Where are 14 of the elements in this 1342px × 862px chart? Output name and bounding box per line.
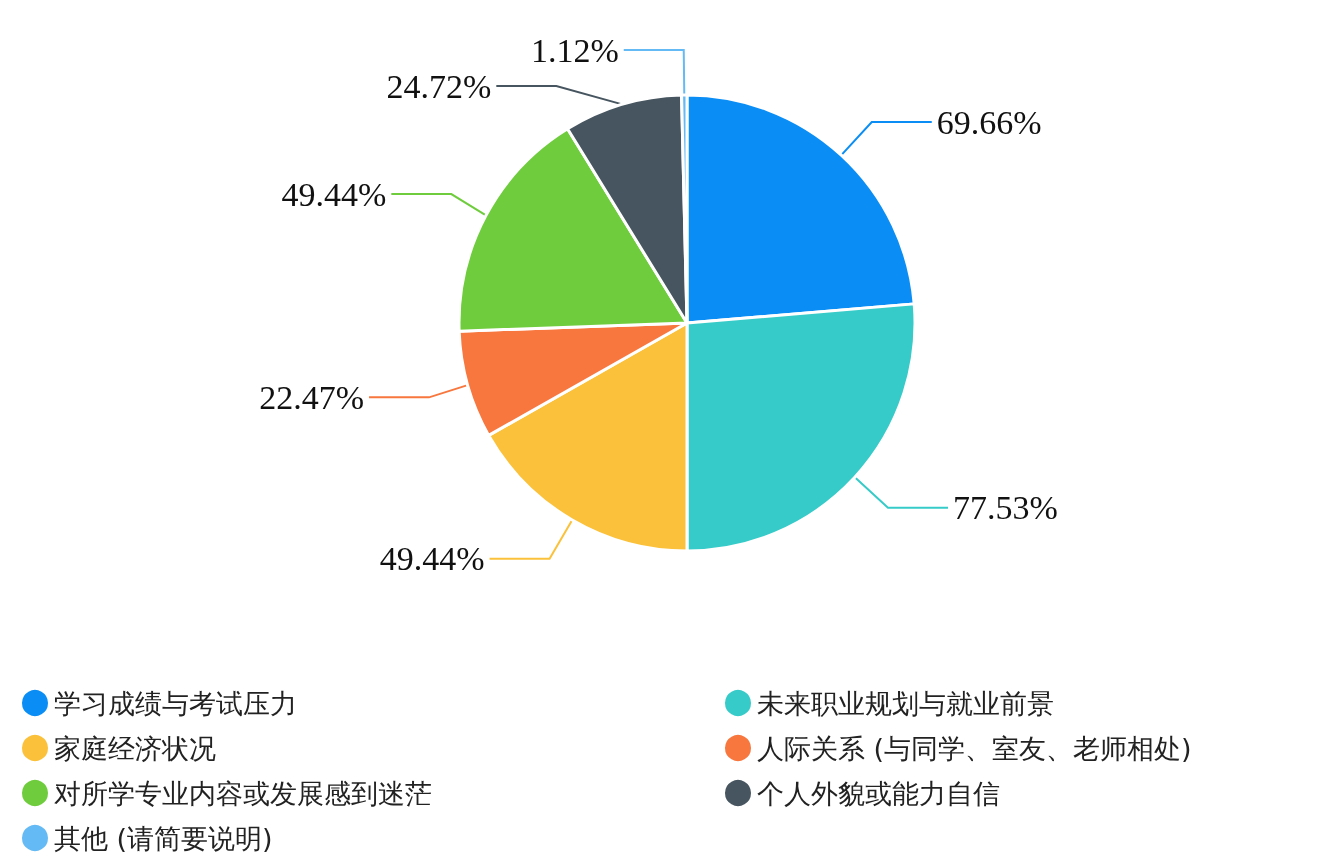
legend-label: 人际关系 (与同学、室友、老师相处) [757, 732, 1192, 764]
data-label: 22.47% [259, 378, 365, 416]
legend-label: 未来职业规划与就业前景 [757, 687, 1054, 719]
data-label: 1.12% [530, 31, 619, 69]
data-label: 24.72% [386, 67, 492, 105]
legend-label: 其他 (请简要说明) [54, 822, 273, 854]
legend-label: 家庭经济状况 [54, 732, 216, 764]
legend-label: 对所学专业内容或发展感到迷茫 [54, 777, 432, 809]
data-label: 49.44% [379, 540, 485, 578]
legend-label: 个人外貌或能力自信 [757, 777, 1000, 809]
data-label: 77.53% [952, 489, 1058, 527]
data-label: 69.66% [936, 103, 1042, 141]
legend-label: 学习成绩与考试压力 [54, 687, 297, 719]
data-label: 49.44% [281, 175, 387, 213]
